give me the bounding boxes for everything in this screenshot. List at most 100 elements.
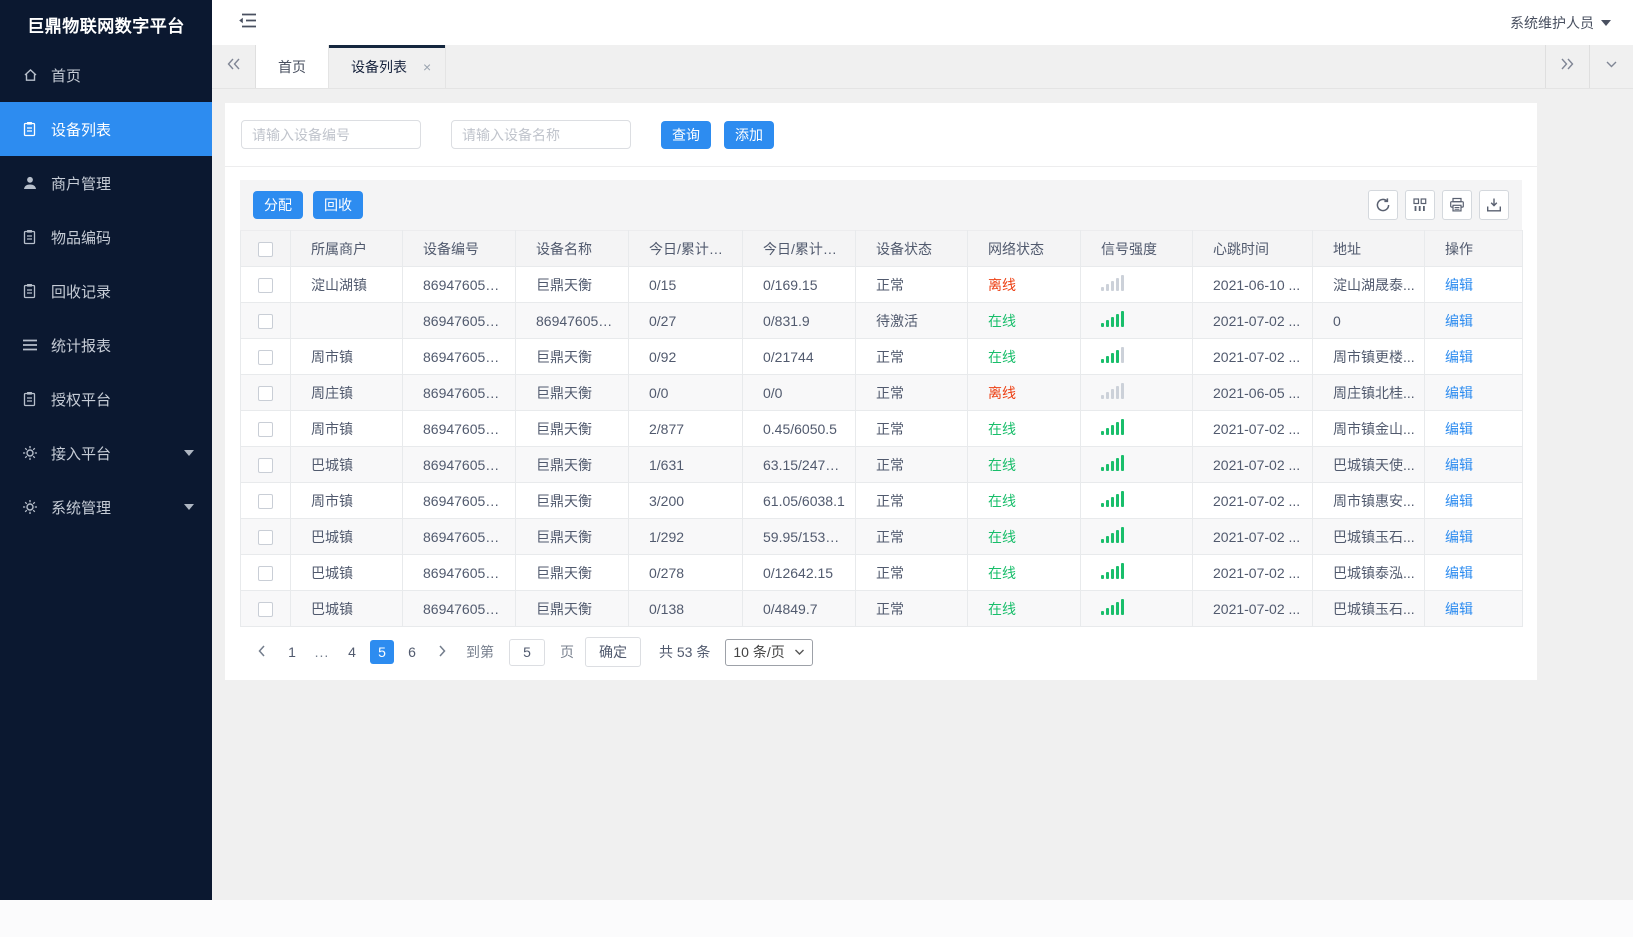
columns-button[interactable] xyxy=(1405,190,1435,220)
edit-link[interactable]: 编辑 xyxy=(1445,420,1473,437)
tabs-scroll-left-button[interactable] xyxy=(212,45,256,88)
row-checkbox[interactable] xyxy=(258,349,273,365)
cell-heartbeat: 2021-06-05 ... xyxy=(1192,374,1313,411)
add-button[interactable]: 添加 xyxy=(724,120,774,149)
cell-today-total-weight: 0/21744 xyxy=(742,338,856,375)
sidebar-item-auth-platform[interactable]: 授权平台 xyxy=(0,372,212,426)
cell-network-status: 离线 xyxy=(967,266,1081,303)
page-button-4[interactable]: 4 xyxy=(348,644,356,660)
next-page-button[interactable] xyxy=(430,640,454,664)
download-button[interactable] xyxy=(1479,190,1509,220)
query-button[interactable]: 查询 xyxy=(661,120,711,149)
sidebar-item-device-list[interactable]: 设备列表 xyxy=(0,102,212,156)
sidebar-item-system-mgmt[interactable]: 系统管理 xyxy=(0,480,212,534)
refresh-button[interactable] xyxy=(1368,190,1398,220)
page-ellipsis: ... xyxy=(314,644,330,660)
cell-action: 编辑 xyxy=(1424,302,1523,339)
sidebar-item-access-platform[interactable]: 接入平台 xyxy=(0,426,212,480)
clipboard-icon xyxy=(22,120,41,138)
cell-today-total-weight: 0/169.15 xyxy=(742,266,856,303)
row-checkbox[interactable] xyxy=(258,493,273,509)
page-button-6[interactable]: 6 xyxy=(408,644,416,660)
prev-page-button[interactable] xyxy=(250,640,274,664)
cell-signal xyxy=(1080,446,1193,483)
row-checkbox[interactable] xyxy=(258,385,273,401)
app-title: 巨鼎物联网数字平台 xyxy=(27,16,185,36)
sidebar-item-home[interactable]: 首页 xyxy=(0,48,212,102)
cell-merchant: 周庄镇 xyxy=(290,374,403,411)
cell-action: 编辑 xyxy=(1424,446,1523,483)
cell-device-name: 巨鼎天衡 xyxy=(515,266,629,303)
tab-home[interactable]: 首页 xyxy=(256,45,329,88)
sidebar-item-merchant-mgmt[interactable]: 商户管理 xyxy=(0,156,212,210)
tabs-menu-button[interactable] xyxy=(1589,45,1633,88)
row-checkbox[interactable] xyxy=(258,421,273,437)
pagination: 1... 456 到第 页 确定 共 53 条 10 条/页 xyxy=(240,627,1522,667)
print-button[interactable] xyxy=(1442,190,1472,220)
assign-button[interactable]: 分配 xyxy=(253,191,303,219)
cell-device-status: 正常 xyxy=(855,266,968,303)
row-checkbox[interactable] xyxy=(258,529,273,545)
menu-fold-button[interactable] xyxy=(238,12,258,34)
row-checkbox[interactable] xyxy=(258,277,273,293)
edit-link[interactable]: 编辑 xyxy=(1445,600,1473,617)
cell-today-total-weight: 0/0 xyxy=(742,374,856,411)
cell-address: 周市镇惠安... xyxy=(1312,482,1425,519)
select-all-checkbox[interactable] xyxy=(258,241,273,257)
edit-link[interactable]: 编辑 xyxy=(1445,276,1473,293)
edit-link[interactable]: 编辑 xyxy=(1445,348,1473,365)
clipboard-icon xyxy=(22,228,41,246)
row-checkbox[interactable] xyxy=(258,601,273,617)
per-page-select[interactable]: 10 条/页 xyxy=(725,638,813,666)
edit-link[interactable]: 编辑 xyxy=(1445,528,1473,545)
cell-today-total-count: 2/877 xyxy=(628,410,743,447)
cell-device-no: 8694760552... xyxy=(402,374,516,411)
cell-network-status: 在线 xyxy=(967,590,1081,627)
user-menu[interactable]: 系统维护人员 xyxy=(1510,13,1611,33)
sidebar-item-label: 设备列表 xyxy=(51,121,112,139)
sidebar-item-item-code[interactable]: 物品编码 xyxy=(0,210,212,264)
cell-action: 编辑 xyxy=(1424,554,1523,591)
cell-today-total-weight: 61.05/6038.1 xyxy=(742,482,856,519)
row-checkbox[interactable] xyxy=(258,313,273,329)
tabbar: 首页 设备列表 × xyxy=(212,45,1633,89)
table-header-row: 所属商户 设备编号 设备名称 今日/累计称... 今日/累计重... 设备状态 网络状态 信号… xyxy=(240,230,1523,267)
cell-heartbeat: 2021-06-10 ... xyxy=(1192,266,1313,303)
close-icon[interactable]: × xyxy=(423,58,432,75)
confirm-button[interactable]: 确定 xyxy=(585,637,641,667)
row-checkbox[interactable] xyxy=(258,457,273,473)
chevron-down-icon xyxy=(794,644,805,660)
refresh-icon xyxy=(1375,197,1391,213)
page-button-5[interactable]: 5 xyxy=(370,640,394,664)
cell-today-total-count: 0/27 xyxy=(628,302,743,339)
cell-signal xyxy=(1080,302,1193,339)
page-button-1[interactable]: 1 xyxy=(288,644,296,660)
recycle-button[interactable]: 回收 xyxy=(313,191,363,219)
sidebar-item-recycle-record[interactable]: 回收记录 xyxy=(0,264,212,318)
row-checkbox[interactable] xyxy=(258,565,273,581)
cell-device-status: 正常 xyxy=(855,554,968,591)
edit-link[interactable]: 编辑 xyxy=(1445,384,1473,401)
sidebar-item-label: 商户管理 xyxy=(51,175,112,193)
cell-network-status: 离线 xyxy=(967,374,1081,411)
goto-page-input[interactable] xyxy=(509,638,545,666)
cell-device-no: 8694760551... xyxy=(402,590,516,627)
cell-address: 周庄镇北桂... xyxy=(1312,374,1425,411)
cell-heartbeat: 2021-07-02 ... xyxy=(1192,518,1313,555)
sidebar-item-stats-report[interactable]: 统计报表 xyxy=(0,318,212,372)
tab-device-list[interactable]: 设备列表 × xyxy=(329,45,447,88)
tabs-scroll-right-button[interactable] xyxy=(1545,45,1589,88)
column-header: 地址 xyxy=(1312,230,1425,267)
edit-link[interactable]: 编辑 xyxy=(1445,564,1473,581)
edit-link[interactable]: 编辑 xyxy=(1445,492,1473,509)
device-name-input[interactable] xyxy=(451,120,631,149)
edit-link[interactable]: 编辑 xyxy=(1445,456,1473,473)
cell-today-total-count: 0/278 xyxy=(628,554,743,591)
device-no-input[interactable] xyxy=(241,120,421,149)
double-chevron-right-icon xyxy=(1560,57,1575,76)
tabbar-right xyxy=(1545,45,1633,88)
edit-link[interactable]: 编辑 xyxy=(1445,312,1473,329)
cell-device-no: 8694760552... xyxy=(402,446,516,483)
cell-address: 淀山湖晟泰... xyxy=(1312,266,1425,303)
table-row: 8694760552... 8694760552... 0/27 0/831.9 待激活… xyxy=(240,302,1523,339)
